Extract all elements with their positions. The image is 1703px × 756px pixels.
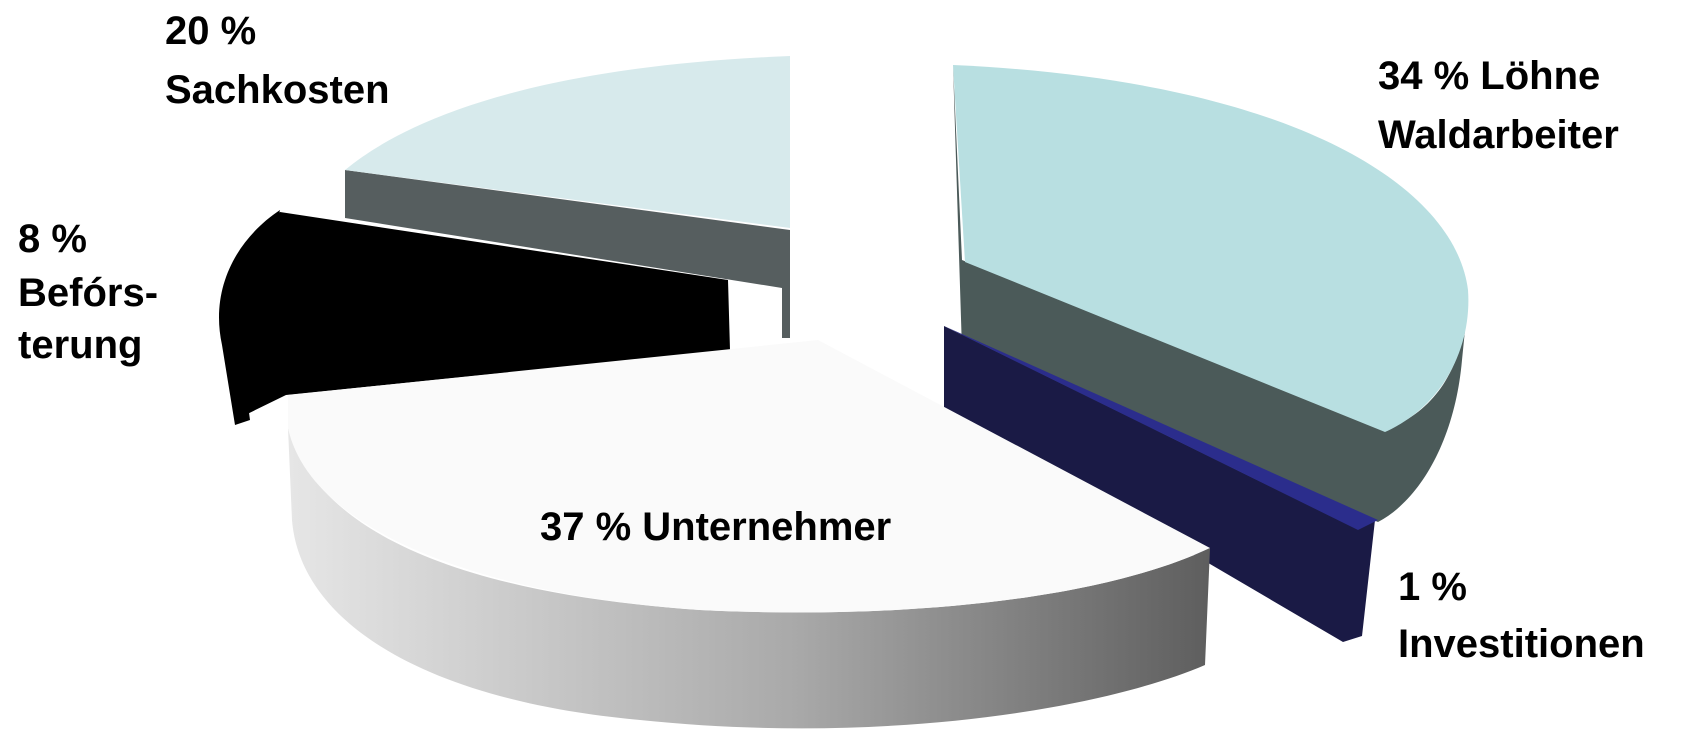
slice-investitionen-side	[944, 326, 1375, 642]
slice-loehne-top	[953, 65, 1469, 432]
slice-sachkosten-side	[345, 170, 790, 338]
label-sachkosten: 20 % Sachkosten	[165, 9, 390, 112]
label-befoersterung-line-2: Befórs-	[18, 271, 158, 315]
label-unternehmer-line-1: 37 % Unternehmer	[540, 505, 891, 549]
slice-investitionen	[944, 326, 1378, 642]
slice-befoersterung-top	[224, 212, 731, 420]
slice-sachkosten	[345, 56, 790, 338]
label-befoersterung-line-3: terung	[18, 323, 142, 367]
label-investitionen: 1 % Investitionen	[1398, 565, 1645, 666]
label-investitionen-line-1: 1 %	[1398, 565, 1467, 609]
slice-unternehmer-top	[288, 340, 1210, 613]
slice-unternehmer-side	[288, 428, 1210, 729]
label-unternehmer: 37 % Unternehmer	[540, 505, 891, 549]
label-sachkosten-line-1: 20 %	[165, 9, 256, 53]
slice-sachkosten-top	[345, 56, 790, 228]
slice-befoersterung	[219, 210, 731, 425]
label-loehne-line-2: Waldarbeiter	[1378, 113, 1619, 157]
slice-unternehmer	[288, 340, 1210, 729]
label-befoersterung-line-1: 8 %	[18, 217, 87, 261]
slice-investitionen-top	[944, 326, 1378, 530]
label-loehne: 34 % Löhne Waldarbeiter	[1378, 54, 1619, 157]
label-investitionen-line-2: Investitionen	[1398, 622, 1645, 666]
label-sachkosten-line-2: Sachkosten	[165, 68, 390, 112]
slice-loehne-side	[953, 65, 1468, 522]
slice-loehne	[953, 65, 1469, 522]
label-loehne-line-1: 34 % Löhne	[1378, 54, 1600, 98]
label-befoersterung: 8 % Befórs- terung	[18, 217, 169, 367]
